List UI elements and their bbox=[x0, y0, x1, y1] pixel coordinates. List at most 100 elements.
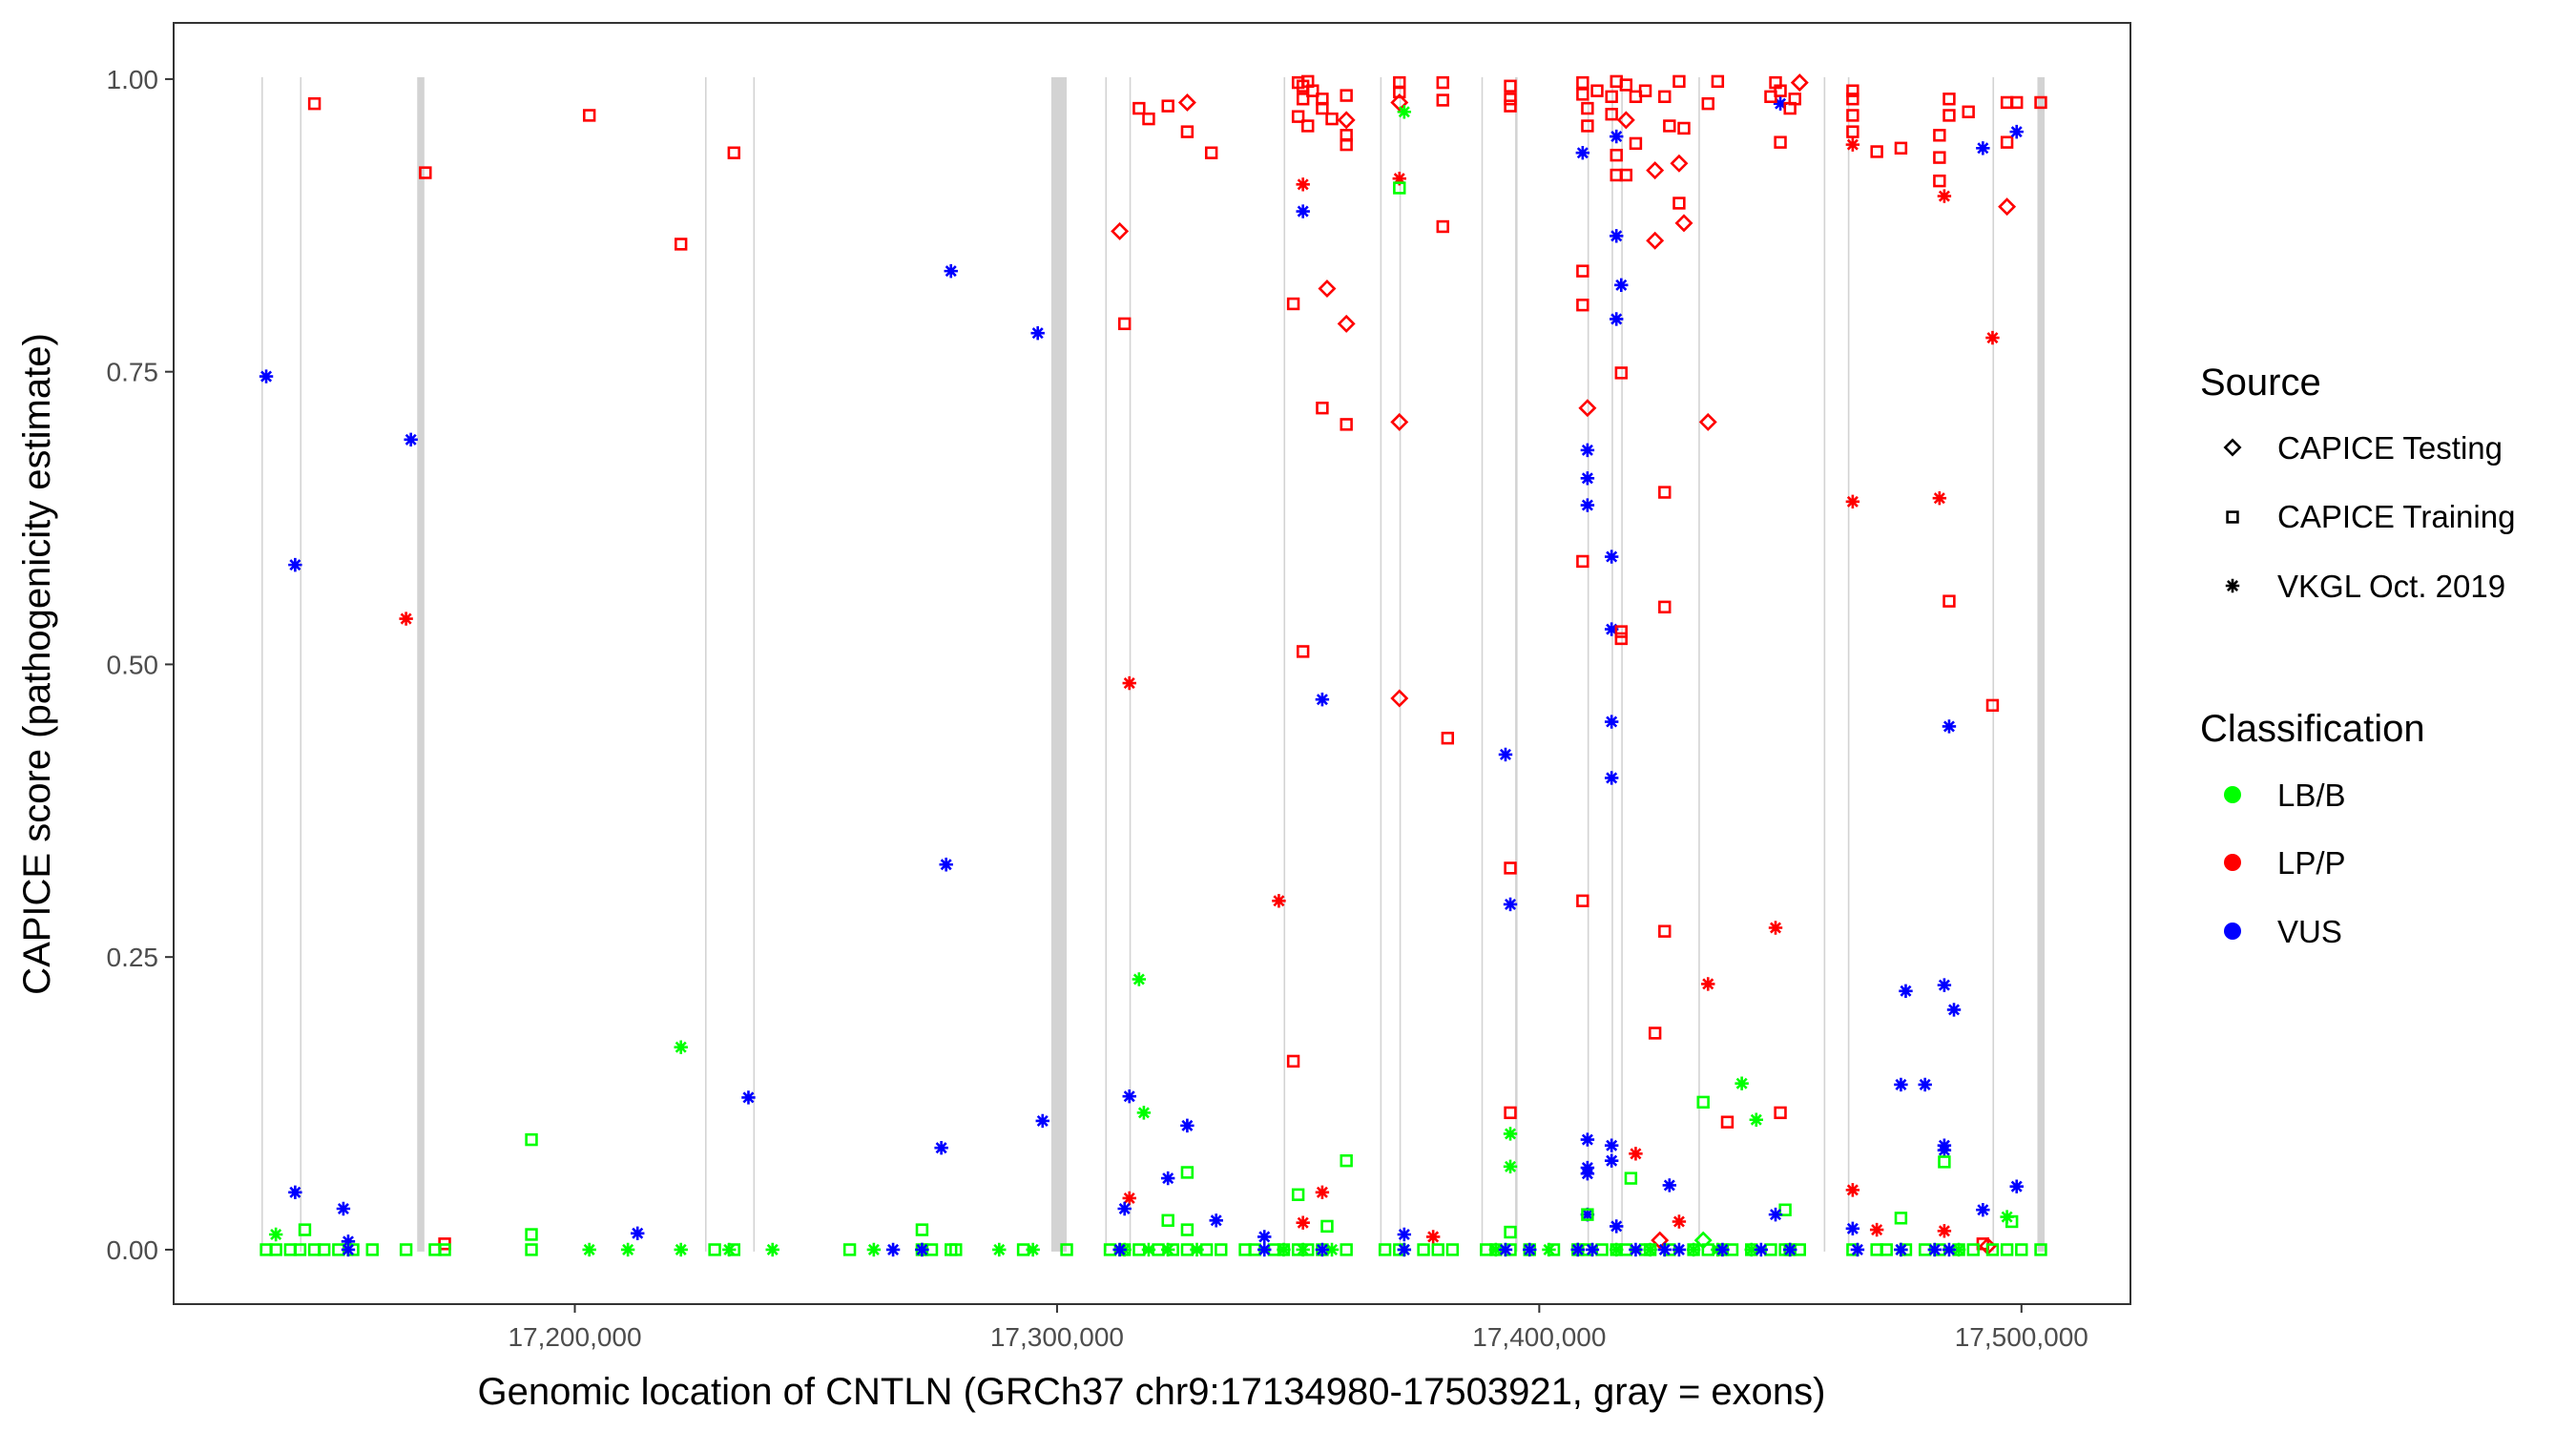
data-point bbox=[1638, 84, 1652, 97]
asterisk-marker bbox=[1744, 1242, 1758, 1257]
square-marker bbox=[1870, 145, 1883, 158]
x-tick-label: 17,200,000 bbox=[508, 1322, 641, 1352]
asterisk-marker bbox=[1141, 1242, 1156, 1257]
diamond-marker bbox=[1578, 399, 1597, 418]
asterisk-marker bbox=[1932, 490, 1947, 506]
data-point bbox=[1783, 101, 1797, 115]
data-point bbox=[1870, 145, 1883, 158]
asterisk-marker bbox=[1662, 1178, 1677, 1192]
data-point bbox=[1610, 129, 1624, 144]
square-marker bbox=[438, 1243, 451, 1256]
data-point bbox=[939, 858, 953, 872]
data-point bbox=[1575, 146, 1590, 160]
square-marker bbox=[1701, 96, 1714, 111]
data-point bbox=[1580, 498, 1595, 512]
asterisk-marker bbox=[1754, 1242, 1769, 1257]
square-marker bbox=[1340, 1243, 1353, 1256]
data-point bbox=[1614, 632, 1628, 646]
asterisk-marker bbox=[336, 1201, 351, 1216]
square-marker bbox=[1576, 894, 1589, 907]
data-point bbox=[1998, 197, 2017, 217]
square-marker bbox=[842, 1243, 857, 1256]
data-point bbox=[1686, 1242, 1701, 1257]
data-point bbox=[1337, 111, 1356, 130]
asterisk-marker bbox=[915, 1242, 929, 1257]
data-point bbox=[1942, 93, 1956, 106]
data-point bbox=[1672, 1242, 1687, 1257]
asterisk-marker bbox=[1604, 771, 1619, 785]
data-point bbox=[1604, 715, 1619, 729]
asterisk-marker bbox=[1397, 1242, 1412, 1257]
square-marker bbox=[2034, 1243, 2047, 1256]
asterisk-marker bbox=[1672, 1242, 1687, 1257]
asterisk-marker bbox=[1768, 1207, 1783, 1222]
data-point bbox=[674, 1242, 688, 1257]
square-marker bbox=[1774, 135, 1787, 149]
data-point bbox=[1899, 984, 1913, 998]
asterisk-marker bbox=[939, 858, 953, 872]
data-point bbox=[1894, 141, 1908, 155]
data-point bbox=[1580, 471, 1595, 486]
asterisk-marker bbox=[1160, 1171, 1175, 1186]
data-point bbox=[1768, 1207, 1783, 1222]
data-point bbox=[1296, 93, 1310, 106]
data-point bbox=[1436, 219, 1449, 234]
asterisk-marker bbox=[1918, 1077, 1932, 1092]
data-point bbox=[1774, 135, 1787, 149]
data-point bbox=[1315, 1242, 1330, 1257]
data-point bbox=[1576, 554, 1589, 569]
square-marker bbox=[1624, 1172, 1638, 1185]
data-point bbox=[1111, 221, 1130, 240]
data-point bbox=[1580, 1166, 1595, 1181]
data-point bbox=[298, 1223, 312, 1236]
asterisk-marker bbox=[1610, 312, 1624, 326]
data-point bbox=[1610, 229, 1624, 243]
diamond-marker bbox=[1318, 280, 1337, 299]
asterisk-marker bbox=[1946, 1003, 1962, 1017]
data-point bbox=[1749, 1112, 1763, 1127]
square-marker bbox=[1504, 1106, 1517, 1120]
square-marker bbox=[293, 1243, 307, 1256]
data-point bbox=[1648, 1027, 1662, 1040]
square-marker bbox=[1340, 89, 1353, 102]
asterisk-marker bbox=[765, 1242, 779, 1257]
data-point bbox=[1397, 105, 1412, 119]
data-point bbox=[288, 1185, 302, 1200]
square-marker bbox=[1581, 119, 1594, 133]
data-point bbox=[1937, 189, 1952, 203]
square-marker bbox=[1445, 1243, 1460, 1256]
data-point bbox=[1604, 1138, 1619, 1152]
data-point bbox=[1296, 177, 1310, 192]
asterisk-marker bbox=[1324, 1242, 1340, 1257]
data-point bbox=[2010, 95, 2024, 110]
data-point bbox=[1937, 978, 1952, 992]
diamond-marker bbox=[1337, 314, 1356, 333]
data-point bbox=[1624, 1172, 1638, 1185]
data-point bbox=[1504, 79, 1517, 93]
square-marker bbox=[1846, 93, 1859, 106]
data-point bbox=[1390, 689, 1409, 708]
asterisk-marker bbox=[1672, 1214, 1687, 1229]
y-tick-label: 0.25 bbox=[107, 943, 159, 972]
legend-source-key-icon bbox=[2226, 510, 2239, 524]
data-point bbox=[1286, 1054, 1300, 1068]
data-point bbox=[1301, 74, 1315, 89]
data-point bbox=[1657, 1242, 1672, 1257]
asterisk-marker bbox=[1604, 1138, 1619, 1152]
data-point bbox=[1619, 78, 1633, 92]
asterisk-marker bbox=[1296, 177, 1310, 192]
square-marker bbox=[1504, 99, 1517, 113]
data-point bbox=[1658, 600, 1672, 613]
asterisk-marker bbox=[1610, 1242, 1624, 1257]
data-point bbox=[1942, 109, 1956, 122]
square-marker bbox=[915, 1223, 929, 1236]
data-point bbox=[1570, 1242, 1585, 1257]
square-marker bbox=[1291, 1188, 1305, 1201]
data-point bbox=[525, 1243, 538, 1256]
data-point bbox=[1646, 161, 1665, 180]
data-point bbox=[1672, 1214, 1687, 1229]
square-marker bbox=[1663, 119, 1676, 133]
data-point bbox=[1503, 1159, 1518, 1174]
